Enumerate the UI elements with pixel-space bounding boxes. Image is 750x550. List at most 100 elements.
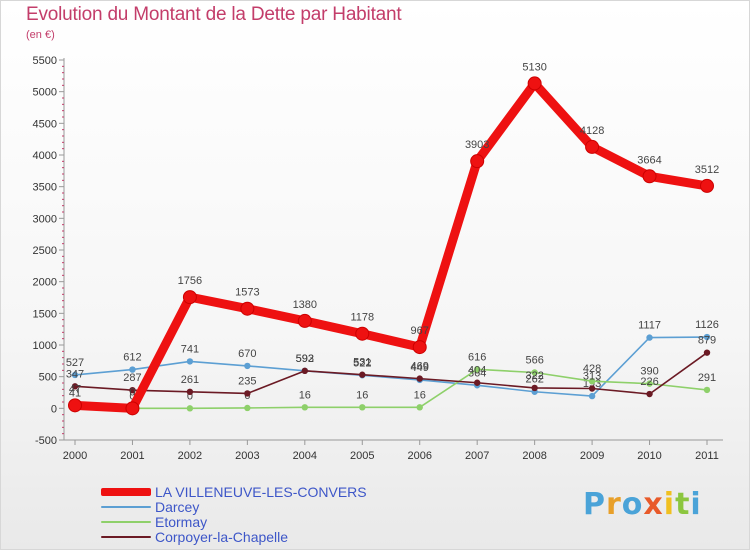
data-label: 1117 xyxy=(638,320,661,332)
y-tick-label: 3000 xyxy=(33,213,57,225)
data-point xyxy=(703,333,711,341)
data-label: 313 xyxy=(583,371,601,383)
data-point xyxy=(71,371,79,379)
logo-letter: t xyxy=(675,487,691,522)
y-tick-label: 0 xyxy=(51,403,57,415)
y-tick-label: 4000 xyxy=(33,150,57,162)
data-point xyxy=(646,380,653,387)
data-point xyxy=(186,388,194,396)
data-label: 1380 xyxy=(293,299,317,311)
data-label: 0 xyxy=(129,390,135,402)
y-tick-label: 5000 xyxy=(33,87,57,99)
data-point xyxy=(240,301,255,316)
data-point xyxy=(297,313,312,328)
y-tick-label: 1000 xyxy=(33,340,57,352)
data-label: 47 xyxy=(69,383,81,395)
data-point xyxy=(527,76,542,91)
data-point xyxy=(531,369,538,376)
data-label: 3664 xyxy=(637,154,661,166)
data-label: 449 xyxy=(411,362,429,374)
data-point xyxy=(182,290,197,305)
data-label: 41 xyxy=(69,388,81,400)
data-point xyxy=(646,334,653,341)
series-line xyxy=(74,336,708,397)
legend-label: Etormay xyxy=(155,513,208,530)
data-label: 291 xyxy=(698,372,716,384)
data-label: 566 xyxy=(525,354,543,366)
data-label: 593 xyxy=(296,353,314,365)
data-point xyxy=(301,404,309,411)
data-label: 612 xyxy=(123,352,141,364)
series-line xyxy=(74,351,708,395)
legend-item-darcey[interactable]: Darcey xyxy=(101,499,521,515)
legend-label: Corpoyer-la-Chapelle xyxy=(155,528,289,545)
data-label: 879 xyxy=(698,335,716,347)
data-label: 16 xyxy=(356,389,368,401)
data-label: 261 xyxy=(181,374,199,386)
chart-unit-subtitle: (en €) xyxy=(26,29,55,41)
data-point xyxy=(473,366,481,373)
data-point xyxy=(588,378,596,385)
legend-item-la-villeneuve-les-convers[interactable]: LA VILLENEUVE-LES-CONVERS xyxy=(101,484,521,500)
data-point xyxy=(186,358,194,365)
data-label: 1756 xyxy=(178,275,202,287)
x-tick-label: 2001 xyxy=(120,450,144,462)
chart-legend: LA VILLENEUVE-LES-CONVERS Darcey Etormay… xyxy=(101,484,521,545)
data-point xyxy=(700,178,714,193)
data-label: 1573 xyxy=(235,287,259,299)
data-point xyxy=(646,390,653,398)
data-label: 404 xyxy=(468,365,486,377)
data-label: 16 xyxy=(414,389,426,401)
data-label: 3903 xyxy=(465,139,489,151)
x-tick-label: 2006 xyxy=(407,450,431,462)
logo-letter: i xyxy=(663,487,676,522)
y-tick-label: -500 xyxy=(35,435,57,447)
x-tick-label: 2009 xyxy=(580,450,604,462)
data-point xyxy=(703,386,711,394)
data-point xyxy=(129,386,136,394)
data-point xyxy=(71,383,79,390)
data-point xyxy=(588,385,596,392)
data-point xyxy=(416,375,423,382)
data-label: 592 xyxy=(296,353,314,365)
data-label: 1126 xyxy=(695,319,719,331)
legend-item-corpoyer-la-chapelle[interactable]: Corpoyer-la-Chapelle xyxy=(101,528,521,545)
data-label: 16 xyxy=(299,389,311,401)
data-point xyxy=(642,169,657,184)
x-tick-label: 2010 xyxy=(637,450,661,462)
logo-letter: i xyxy=(690,487,702,522)
data-point xyxy=(125,401,140,416)
data-point xyxy=(186,405,194,412)
data-point xyxy=(473,379,481,386)
data-point xyxy=(301,367,309,375)
data-label: 347 xyxy=(66,368,84,380)
data-point xyxy=(416,404,423,411)
data-label: 428 xyxy=(583,363,601,375)
x-tick-label: 2000 xyxy=(63,450,87,462)
data-point xyxy=(585,139,600,154)
data-label: 322 xyxy=(525,370,543,382)
x-tick-label: 2007 xyxy=(465,450,489,462)
data-label: 670 xyxy=(238,348,256,360)
chart-title: Evolution du Montant de la Dette par Hab… xyxy=(26,4,402,25)
data-point xyxy=(531,384,538,392)
data-point xyxy=(244,404,251,412)
y-tick-label: 2500 xyxy=(33,245,57,257)
x-tick-label: 2003 xyxy=(235,450,259,462)
x-tick-label: 2011 xyxy=(695,450,719,462)
data-label: 1178 xyxy=(350,312,374,324)
data-point xyxy=(244,390,251,397)
data-point xyxy=(703,349,711,356)
y-tick-label: 1500 xyxy=(33,308,57,320)
legend-swatch-la-villeneuve-les-convers xyxy=(101,487,151,496)
y-tick-label: 500 xyxy=(39,372,57,384)
logo-letter: r xyxy=(606,487,622,522)
legend-item-etormay[interactable]: Etormay xyxy=(101,513,521,530)
data-point xyxy=(412,340,427,355)
data-label: 390 xyxy=(640,366,658,378)
data-label: 527 xyxy=(66,357,84,369)
data-point xyxy=(588,392,596,400)
logo-letter: P xyxy=(583,487,606,522)
data-label: 4128 xyxy=(580,125,604,137)
